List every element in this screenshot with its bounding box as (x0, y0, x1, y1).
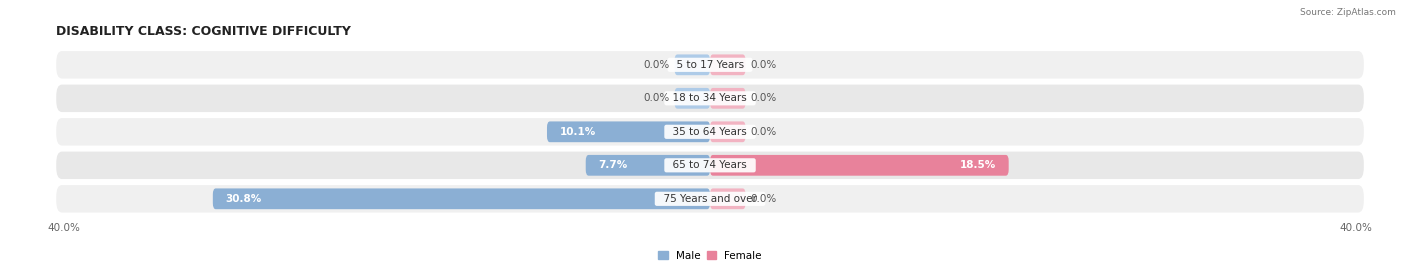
Text: 75 Years and over: 75 Years and over (657, 194, 763, 204)
Text: 0.0%: 0.0% (751, 93, 776, 103)
Text: 0.0%: 0.0% (644, 60, 669, 70)
Text: 0.0%: 0.0% (751, 60, 776, 70)
FancyBboxPatch shape (56, 84, 1364, 112)
Text: 0.0%: 0.0% (644, 93, 669, 103)
FancyBboxPatch shape (675, 88, 710, 109)
Text: 0.0%: 0.0% (751, 127, 776, 137)
Text: 5 to 17 Years: 5 to 17 Years (669, 60, 751, 70)
FancyBboxPatch shape (710, 155, 1008, 176)
FancyBboxPatch shape (547, 121, 710, 142)
Text: 30.8%: 30.8% (226, 194, 262, 204)
Text: 10.1%: 10.1% (560, 127, 596, 137)
Text: 18 to 34 Years: 18 to 34 Years (666, 93, 754, 103)
FancyBboxPatch shape (675, 54, 710, 75)
FancyBboxPatch shape (586, 155, 710, 176)
Text: 0.0%: 0.0% (751, 194, 776, 204)
FancyBboxPatch shape (710, 121, 745, 142)
FancyBboxPatch shape (56, 151, 1364, 179)
Text: Source: ZipAtlas.com: Source: ZipAtlas.com (1301, 8, 1396, 17)
FancyBboxPatch shape (212, 188, 710, 209)
FancyBboxPatch shape (710, 54, 745, 75)
Text: 7.7%: 7.7% (599, 160, 628, 170)
FancyBboxPatch shape (710, 188, 745, 209)
Text: 35 to 64 Years: 35 to 64 Years (666, 127, 754, 137)
Text: 18.5%: 18.5% (959, 160, 995, 170)
Legend: Male, Female: Male, Female (654, 247, 766, 265)
FancyBboxPatch shape (710, 88, 745, 109)
FancyBboxPatch shape (56, 118, 1364, 146)
Text: 65 to 74 Years: 65 to 74 Years (666, 160, 754, 170)
Text: DISABILITY CLASS: COGNITIVE DIFFICULTY: DISABILITY CLASS: COGNITIVE DIFFICULTY (56, 25, 352, 38)
FancyBboxPatch shape (56, 51, 1364, 79)
FancyBboxPatch shape (56, 185, 1364, 213)
